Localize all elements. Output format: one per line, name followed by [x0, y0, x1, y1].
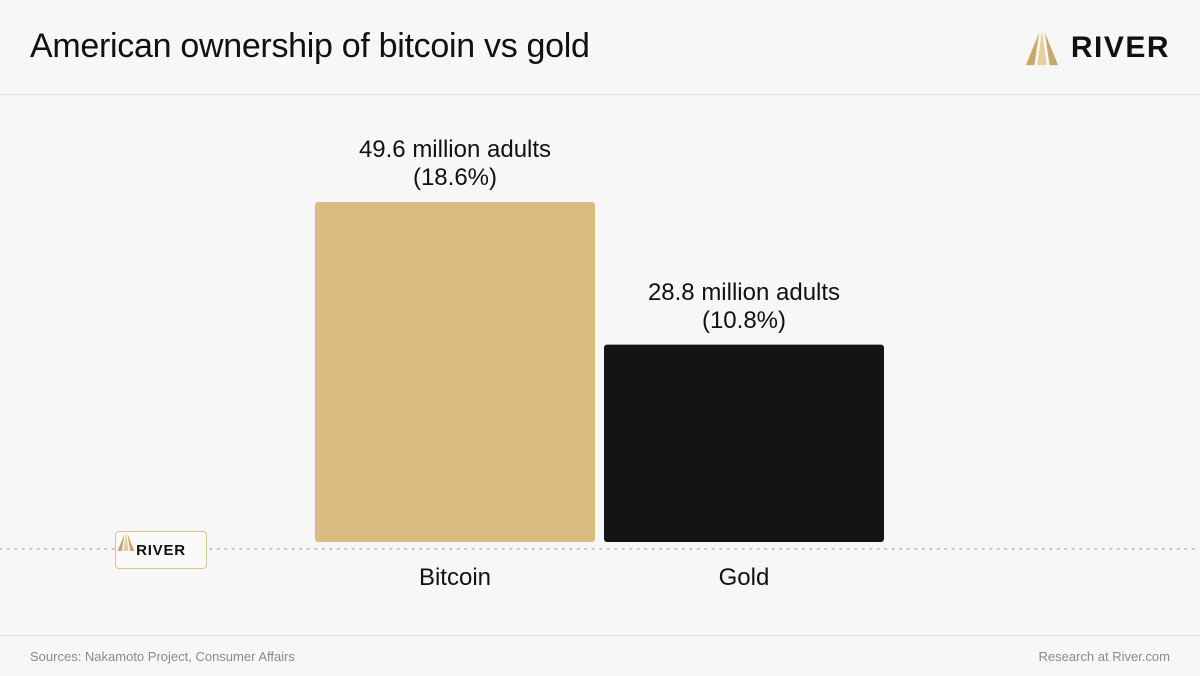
footer: Sources: Nakamoto Project, Consumer Affa… — [0, 635, 1200, 676]
river-logo-icon — [1025, 30, 1058, 66]
category-label-bitcoin: Bitcoin — [418, 564, 492, 591]
river-logo-icon — [117, 533, 135, 551]
bar-gold — [604, 344, 884, 542]
data-label-bitcoin: 49.6 million adults (18.6%) — [315, 136, 595, 192]
chart-title: American ownership of bitcoin vs gold — [30, 27, 590, 65]
bar-group — [315, 202, 884, 542]
bar-bitcoin — [315, 202, 595, 542]
chart-area: 49.6 million adults (18.6%) 28.8 million… — [0, 95, 1200, 635]
credit-note: Research at River.com — [1038, 649, 1171, 664]
river-logo: RIVER — [1023, 28, 1170, 68]
logo-wordmark: RIVER — [1070, 31, 1170, 64]
bar-chart — [0, 202, 1200, 550]
source-note: Sources: Nakamoto Project, Consumer Affa… — [30, 649, 295, 664]
data-label-gold-line2: (10.8%) — [701, 306, 787, 334]
header: American ownership of bitcoin vs gold RI… — [0, 0, 1200, 95]
category-label-gold: Gold — [718, 564, 770, 591]
badge-wordmark: RIVER — [136, 541, 186, 559]
data-label-gold: 28.8 million adults (10.8%) — [604, 279, 884, 335]
data-label-bitcoin-line1: 49.6 million adults — [358, 136, 552, 163]
data-label-bitcoin-line2: (18.6%) — [412, 164, 498, 191]
data-label-gold-line1: 28.8 million adults — [647, 278, 841, 306]
river-badge: RIVER — [115, 531, 207, 569]
